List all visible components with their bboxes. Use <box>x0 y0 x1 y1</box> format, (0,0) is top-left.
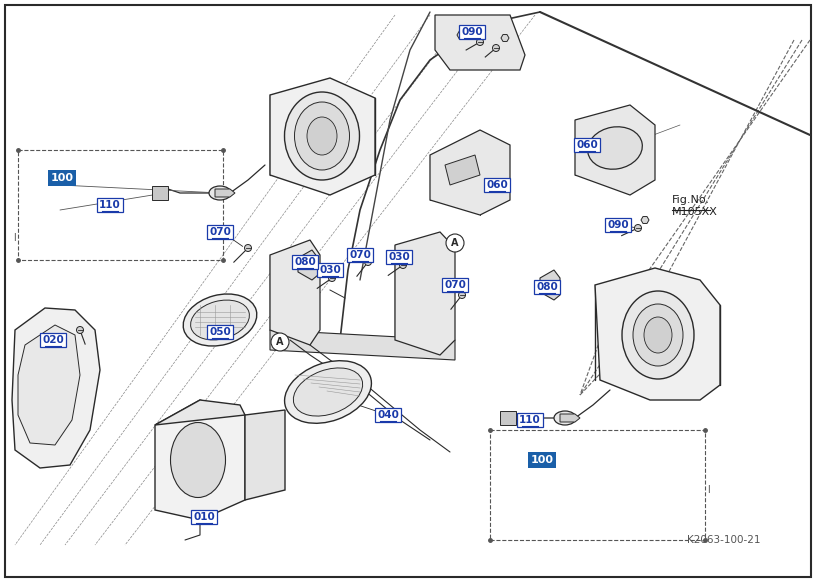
Text: 090: 090 <box>461 27 483 37</box>
Bar <box>22 420 67 455</box>
Polygon shape <box>155 400 245 425</box>
Text: 010: 010 <box>193 512 215 522</box>
Ellipse shape <box>293 368 362 416</box>
Ellipse shape <box>285 361 371 423</box>
Polygon shape <box>18 325 80 445</box>
Text: A: A <box>451 238 459 248</box>
Text: A: A <box>277 337 284 347</box>
Polygon shape <box>270 330 455 360</box>
Circle shape <box>446 234 464 252</box>
Text: 110: 110 <box>519 415 541 425</box>
Circle shape <box>77 327 83 333</box>
Ellipse shape <box>633 304 683 366</box>
Circle shape <box>329 275 335 282</box>
Polygon shape <box>445 155 480 185</box>
Polygon shape <box>595 268 720 400</box>
Text: 060: 060 <box>486 180 508 190</box>
Ellipse shape <box>644 317 672 353</box>
Polygon shape <box>501 34 509 41</box>
Polygon shape <box>245 410 285 500</box>
Polygon shape <box>641 217 649 223</box>
Ellipse shape <box>209 186 231 200</box>
Circle shape <box>635 225 641 232</box>
Text: 070: 070 <box>349 250 371 260</box>
Text: 080: 080 <box>294 257 316 267</box>
Ellipse shape <box>191 300 250 340</box>
Polygon shape <box>395 232 455 355</box>
Text: K2063-100-21: K2063-100-21 <box>686 535 760 545</box>
Text: l: l <box>12 233 16 243</box>
Ellipse shape <box>307 117 337 155</box>
Text: 080: 080 <box>536 282 558 292</box>
Circle shape <box>459 292 465 299</box>
Ellipse shape <box>622 291 694 379</box>
Text: 070: 070 <box>444 280 466 290</box>
Polygon shape <box>430 130 510 215</box>
Text: 070: 070 <box>209 227 231 237</box>
Text: 020: 020 <box>42 335 64 345</box>
Text: 040: 040 <box>377 410 399 420</box>
Ellipse shape <box>171 423 225 498</box>
Bar <box>490 430 705 540</box>
Polygon shape <box>540 270 560 300</box>
Bar <box>18 150 223 260</box>
Polygon shape <box>298 250 318 280</box>
Ellipse shape <box>184 294 257 346</box>
Polygon shape <box>12 308 100 468</box>
Circle shape <box>477 38 484 45</box>
Circle shape <box>271 333 289 351</box>
Polygon shape <box>560 414 580 422</box>
Polygon shape <box>457 31 467 40</box>
Text: 100: 100 <box>51 173 73 183</box>
Ellipse shape <box>554 411 576 425</box>
Ellipse shape <box>285 92 360 180</box>
Text: 060: 060 <box>576 140 598 150</box>
Circle shape <box>365 258 371 265</box>
Polygon shape <box>152 186 168 200</box>
Ellipse shape <box>588 127 642 169</box>
Polygon shape <box>270 240 320 345</box>
Bar <box>160 488 210 510</box>
Text: 030: 030 <box>388 252 410 262</box>
Text: 110: 110 <box>99 200 121 210</box>
Polygon shape <box>270 78 375 195</box>
Polygon shape <box>215 189 235 197</box>
Circle shape <box>400 261 406 268</box>
Text: Fig.No.
M105XX: Fig.No. M105XX <box>672 195 718 217</box>
Polygon shape <box>575 105 655 195</box>
Polygon shape <box>155 400 245 520</box>
Text: 050: 050 <box>209 327 231 337</box>
Text: 100: 100 <box>530 455 553 465</box>
Text: 030: 030 <box>319 265 341 275</box>
Circle shape <box>245 244 251 251</box>
Polygon shape <box>500 411 516 425</box>
Polygon shape <box>435 15 525 70</box>
Text: l: l <box>707 485 709 495</box>
Text: 090: 090 <box>607 220 629 230</box>
Circle shape <box>493 44 499 51</box>
Ellipse shape <box>295 102 349 170</box>
